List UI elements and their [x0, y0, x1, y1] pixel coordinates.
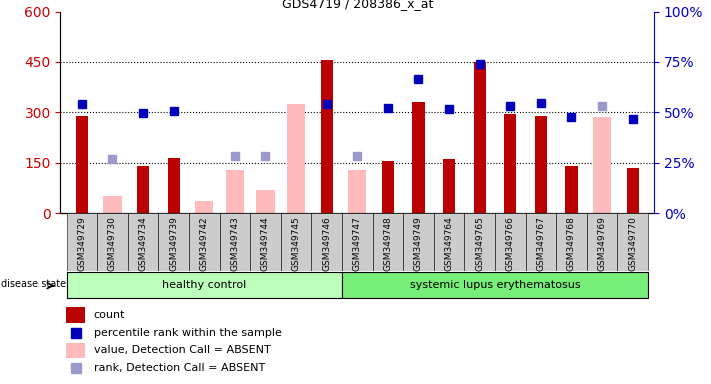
Title: GDS4719 / 208386_x_at: GDS4719 / 208386_x_at	[282, 0, 433, 10]
Text: value, Detection Call = ABSENT: value, Detection Call = ABSENT	[94, 345, 270, 355]
Text: GSM349766: GSM349766	[506, 216, 515, 271]
Bar	[373, 213, 403, 271]
Bar	[321, 60, 333, 213]
Text: rank, Detection Call = ABSENT: rank, Detection Call = ABSENT	[94, 363, 265, 373]
Bar	[342, 272, 648, 298]
Text: GSM349748: GSM349748	[383, 216, 392, 271]
Bar	[495, 213, 525, 271]
Bar	[97, 213, 128, 271]
Text: GSM349747: GSM349747	[353, 216, 362, 271]
Bar	[225, 170, 244, 213]
Bar	[556, 213, 587, 271]
Text: GSM349768: GSM349768	[567, 216, 576, 271]
Bar	[103, 196, 122, 213]
Text: systemic lupus erythematosus: systemic lupus erythematosus	[410, 280, 580, 290]
Text: GSM349749: GSM349749	[414, 216, 423, 271]
Bar	[287, 104, 305, 213]
Bar	[342, 213, 373, 271]
Bar	[137, 166, 149, 213]
Text: GSM349744: GSM349744	[261, 216, 270, 271]
Text: GSM349764: GSM349764	[444, 216, 454, 271]
Text: healthy control: healthy control	[162, 280, 247, 290]
Bar	[195, 201, 213, 213]
Bar	[67, 307, 85, 323]
Bar	[250, 213, 281, 271]
Text: GSM349770: GSM349770	[629, 216, 637, 271]
Bar	[565, 166, 577, 213]
Bar	[617, 213, 648, 271]
Bar	[76, 116, 88, 213]
Text: percentile rank within the sample: percentile rank within the sample	[94, 328, 282, 338]
Bar	[434, 213, 464, 271]
Bar	[464, 213, 495, 271]
Text: count: count	[94, 310, 125, 320]
Text: GSM349730: GSM349730	[108, 216, 117, 271]
Bar	[67, 343, 85, 358]
Bar	[189, 213, 220, 271]
Bar	[159, 213, 189, 271]
Bar	[348, 170, 366, 213]
Bar	[168, 158, 180, 213]
Bar	[403, 213, 434, 271]
Bar	[593, 118, 611, 213]
Bar	[311, 213, 342, 271]
Bar	[587, 213, 617, 271]
Bar	[504, 114, 516, 213]
Bar	[382, 161, 394, 213]
Text: GSM349745: GSM349745	[292, 216, 301, 271]
Text: GSM349767: GSM349767	[536, 216, 545, 271]
Text: GSM349743: GSM349743	[230, 216, 240, 271]
Text: GSM349739: GSM349739	[169, 216, 178, 271]
Text: GSM349734: GSM349734	[139, 216, 148, 271]
Bar	[535, 116, 547, 213]
Bar	[256, 190, 274, 213]
Bar	[128, 213, 159, 271]
Bar	[67, 272, 342, 298]
Bar	[67, 213, 97, 271]
Text: GSM349746: GSM349746	[322, 216, 331, 271]
Bar	[626, 168, 638, 213]
Bar	[281, 213, 311, 271]
Text: disease state: disease state	[1, 279, 66, 289]
Bar	[220, 213, 250, 271]
Bar	[443, 159, 455, 213]
Bar	[474, 62, 486, 213]
Text: GSM349765: GSM349765	[475, 216, 484, 271]
Bar	[525, 213, 556, 271]
Text: GSM349729: GSM349729	[77, 216, 86, 271]
Bar	[412, 102, 424, 213]
Text: GSM349769: GSM349769	[598, 216, 606, 271]
Text: GSM349742: GSM349742	[200, 216, 209, 271]
